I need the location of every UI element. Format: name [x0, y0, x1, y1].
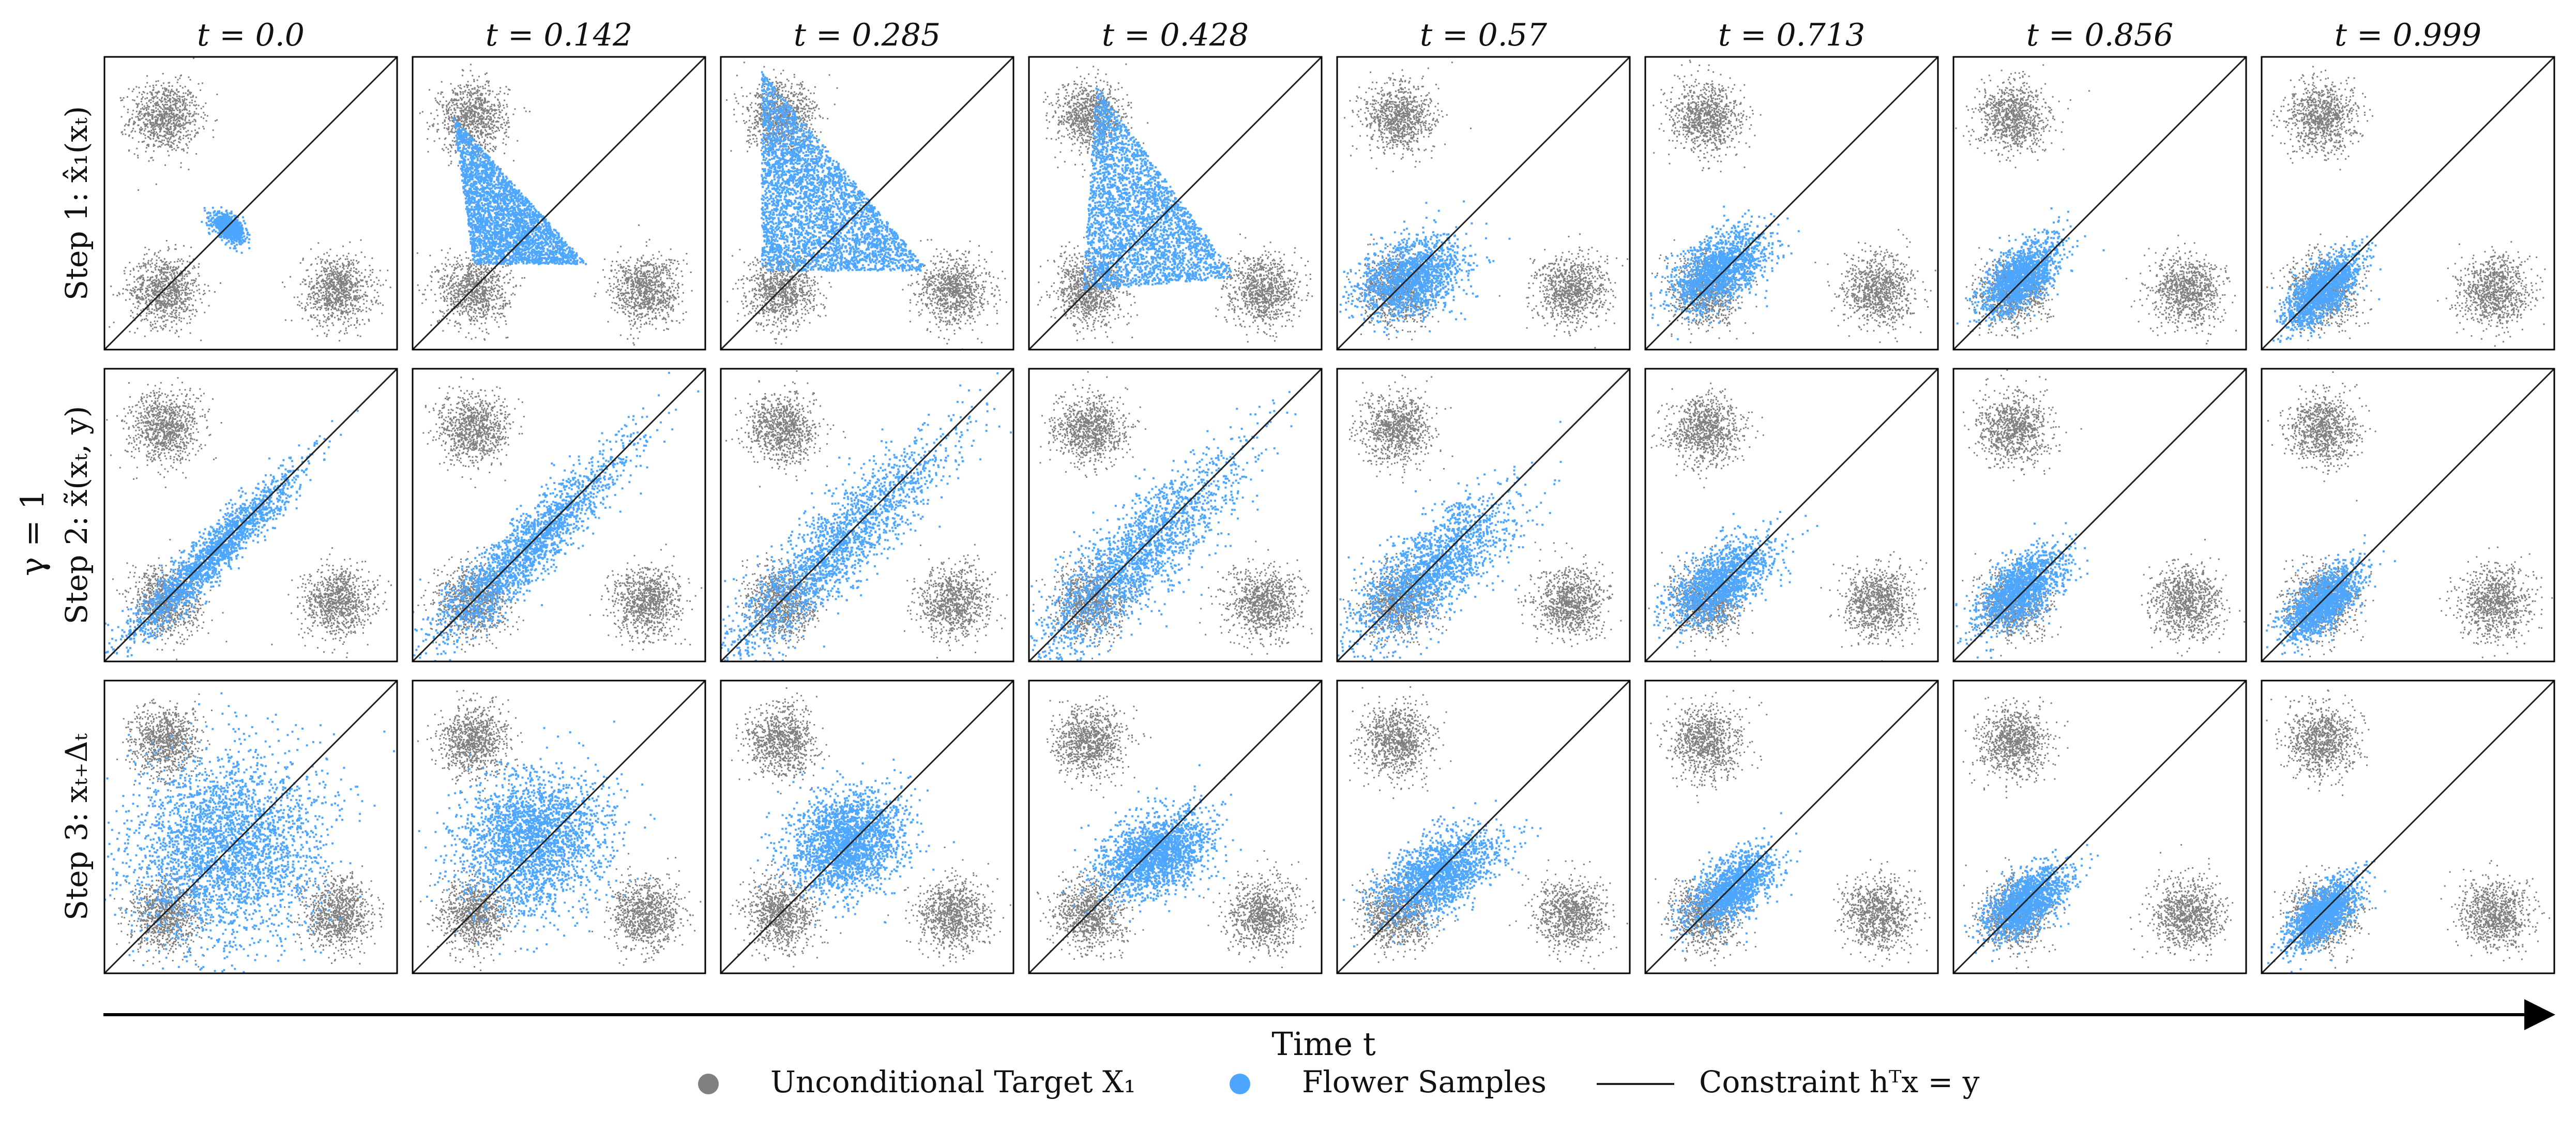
flower-sample-points [1083, 87, 1232, 291]
panel-step1-col7 [2262, 57, 2554, 350]
column-title: t = 0.57 [1420, 17, 1548, 53]
flower-sample-points [2271, 236, 2382, 343]
flower-sample-points [664, 361, 1016, 731]
legend-marker [1230, 1074, 1250, 1094]
legend-label: Unconditional Target X₁ [770, 1064, 1136, 1099]
time-axis-label: Time t [1271, 1025, 1375, 1063]
panel-step1-col6 [1946, 57, 2246, 350]
panel-step3-col1 [407, 676, 705, 974]
panel-step3-col5 [1645, 681, 1938, 977]
legend-item-1: Flower Samples [1230, 1064, 1547, 1099]
panel-step3-col0 [41, 681, 423, 1003]
row-title: Step 2: x̃(xₜ, y) [59, 406, 94, 624]
constraint-line [1645, 57, 1938, 350]
legend-item-2: Constraint hᵀx = y [1597, 1064, 1980, 1099]
constraint-line [2262, 681, 2554, 973]
row-title: Step 3: xₜ₊Δₜ [59, 733, 94, 920]
panel-step2-col2 [664, 361, 1016, 731]
column-title: t = 0.428 [1102, 17, 1249, 53]
panel-step1-col1 [410, 57, 705, 353]
column-title: t = 0.142 [486, 17, 632, 53]
panel-step1-col2 [721, 50, 1013, 360]
flower-sample-points [1642, 511, 1818, 648]
panel-step1-col0 [95, 57, 402, 350]
flower-sample-points [2267, 860, 2386, 973]
legend-item-0: Unconditional Target X₁ [698, 1064, 1136, 1099]
panel-step2-col4 [1294, 369, 1630, 681]
flower-sample-points [1294, 421, 1562, 681]
flower-sample-points [1949, 522, 2088, 659]
target-points [725, 370, 1008, 664]
panel-step1-col5 [1623, 57, 1938, 351]
target-points [95, 57, 402, 341]
panel-step2-col5 [1642, 369, 1938, 662]
target-points [1963, 697, 2233, 974]
column-titles: t = 0.0 t = 0.142 t = 0.285 t = 0.428 t = 0.… [197, 17, 2481, 53]
target-points [1648, 383, 1927, 662]
panel-step2-col0 [47, 361, 398, 696]
panel-step3-col4 [1332, 681, 1630, 975]
panel-step3-col3 [1018, 681, 1322, 984]
gamma-group-label: γ = 1 [13, 489, 51, 576]
target-points [1344, 62, 1628, 352]
flower-sample-points [1964, 844, 2099, 962]
flower-sample-points [41, 692, 423, 1004]
constraint-line [721, 681, 1013, 973]
panel-step3-col6 [1953, 681, 2246, 974]
target-points [106, 361, 392, 660]
flower-sample-points [1623, 206, 1800, 340]
column-title: t = 0.713 [1718, 17, 1865, 53]
panel-step2-col6 [1932, 369, 2246, 672]
panel-step1-col4 [1324, 57, 1630, 352]
column-title: t = 0.856 [2026, 17, 2173, 53]
column-title: t = 0.0 [197, 17, 305, 53]
column-title: t = 0.285 [794, 17, 941, 53]
legend-marker [698, 1074, 719, 1094]
target-points [1946, 64, 2237, 344]
legend-label: Constraint hᵀx = y [1699, 1064, 1980, 1099]
panel-grid [41, 50, 2554, 1003]
panel-step3-col7 [2262, 681, 2554, 973]
panel-step2-col7 [2251, 369, 2554, 674]
column-title: t = 0.999 [2335, 17, 2481, 53]
flower-sample-points [1948, 207, 2105, 332]
row-titles: Step 1: x̂₁(xₜ) Step 2: x̃(xₜ, y) Step 3: … [59, 106, 94, 921]
constraint-line [1645, 369, 1938, 661]
row-title: Step 1: x̂₁(xₜ) [59, 106, 94, 300]
legend: Unconditional Target X₁ Flower Samples Con… [698, 1064, 1980, 1099]
panel-step2-col3 [952, 364, 1322, 724]
constraint-line [1029, 57, 1322, 350]
panel-step1-col3 [1025, 57, 1322, 354]
flower-sample-points [757, 759, 955, 926]
flower-sample-points [952, 364, 1297, 724]
legend-label: Flower Samples [1302, 1064, 1547, 1099]
panel-step3-col2 [719, 681, 1021, 980]
